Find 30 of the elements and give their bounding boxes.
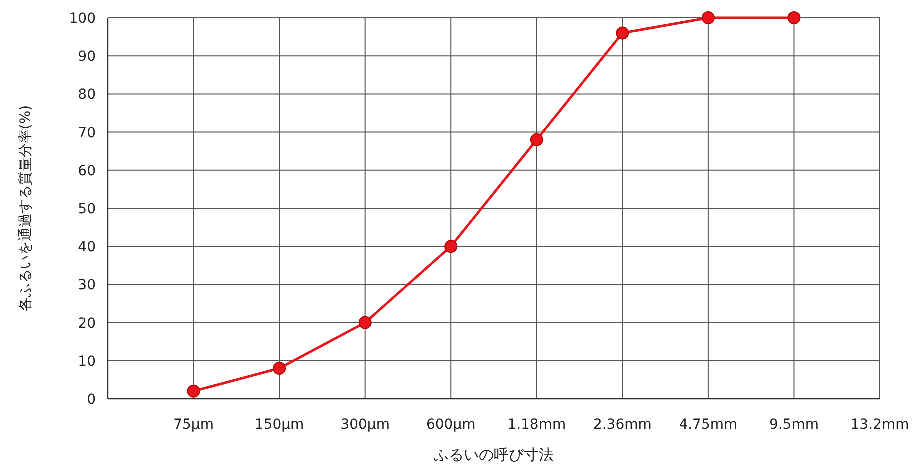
x-tick-label: 600μm [426,417,476,433]
point [273,362,286,376]
y-tick-label: 40 [78,240,96,256]
x-tick-label: 75μm [174,417,214,433]
y-tick-label: 20 [78,316,96,332]
y-tick-label: 80 [78,87,96,104]
y-tick-label: 60 [78,163,96,180]
y-tick-label: 30 [78,278,96,294]
x-tick-label: 150μm [254,417,304,433]
point [788,12,801,24]
x-tick-label: 2.36mm [593,417,652,433]
x-tick-label: 1.18mm [508,417,566,433]
y-tick-label: 10 [78,354,96,370]
point [358,316,372,330]
y-tick-label: 50 [78,202,96,218]
x-axis-title: ふるいの呼び寸法 [433,446,554,464]
x-tick-label: 4.75mm [679,417,738,433]
point [530,133,544,146]
x-tick-label: 9.5mm [769,417,819,433]
point [187,384,200,398]
x-tick-label: 13.2mm [850,417,910,433]
point [444,240,458,254]
y-tick-label: 70 [78,125,96,142]
point [702,12,715,24]
x-tick-label: 300μm [340,417,390,433]
y-tick-label: 90 [78,49,96,66]
y-axis-title: 各ふるいを通過する質量分率(%) [18,105,34,312]
y-tick-label: 100 [69,11,96,27]
point [616,26,630,40]
y-tick-label: 0 [87,392,96,408]
